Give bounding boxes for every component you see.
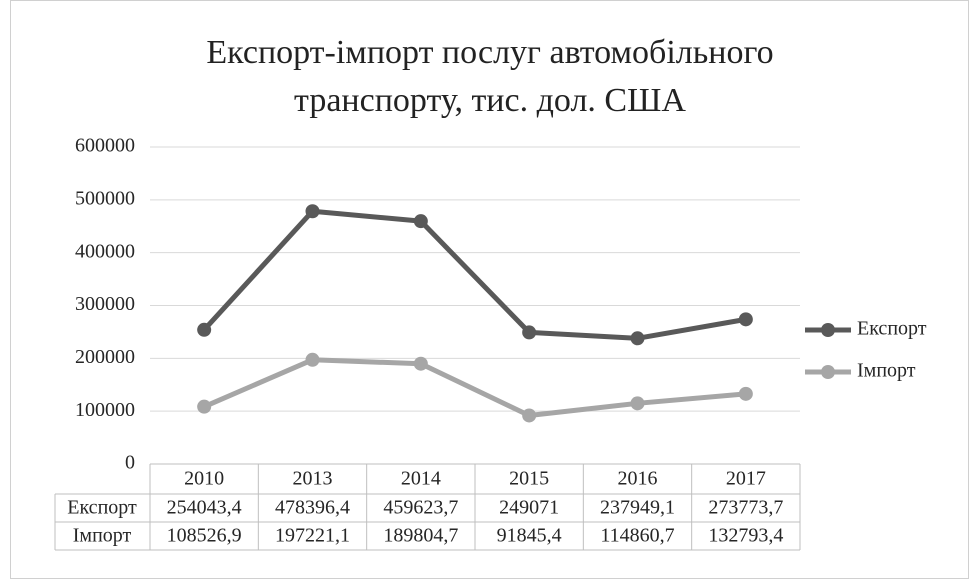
point xyxy=(630,396,645,411)
x-tick-label: 2017 xyxy=(726,468,766,490)
point xyxy=(522,325,537,340)
table-cell: 273773,7 xyxy=(708,497,783,519)
table-cell: 189804,7 xyxy=(383,525,458,547)
point xyxy=(522,408,537,423)
point xyxy=(630,331,645,346)
table-cell: 254043,4 xyxy=(167,497,242,519)
x-tick-label: 2015 xyxy=(509,468,549,490)
point xyxy=(197,322,212,337)
table-cell: 478396,4 xyxy=(275,497,350,519)
table-cell: 132793,4 xyxy=(708,525,783,547)
point xyxy=(197,399,212,414)
table-cell: 197221,1 xyxy=(275,525,350,547)
series-line xyxy=(202,208,747,341)
legend-label: Експорт xyxy=(857,318,927,340)
x-tick-label: 2016 xyxy=(618,468,658,490)
x-tick-label: 2013 xyxy=(293,468,333,490)
table-row-label: Імпорт xyxy=(73,525,132,547)
legend-marker xyxy=(821,365,835,379)
table-cell: 114860,7 xyxy=(600,525,674,547)
chart-title: Експорт-імпорт послуг автомобільного xyxy=(206,34,773,71)
y-tick-label: 0 xyxy=(125,452,135,474)
point xyxy=(305,204,320,219)
point xyxy=(305,352,320,367)
table-cell: 91845,4 xyxy=(497,525,562,547)
y-tick-label: 100000 xyxy=(75,399,135,421)
point xyxy=(413,356,428,371)
legend-marker xyxy=(821,323,835,337)
table-cell: 108526,9 xyxy=(167,525,242,547)
x-tick-label: 2010 xyxy=(184,468,224,490)
series-line xyxy=(203,357,747,418)
chart-title: транспорту, тис. дол. США xyxy=(294,82,686,119)
point xyxy=(413,214,428,229)
y-tick-label: 600000 xyxy=(75,135,135,157)
table-cell: 459623,7 xyxy=(383,497,458,519)
legend-label: Імпорт xyxy=(857,360,916,382)
point xyxy=(738,386,753,401)
point xyxy=(738,312,753,327)
table-cell: 249071 xyxy=(499,497,559,519)
x-tick-label: 2014 xyxy=(401,468,441,490)
table-cell: 237949,1 xyxy=(600,497,675,519)
y-tick-label: 500000 xyxy=(75,187,135,209)
y-tick-label: 200000 xyxy=(75,346,135,368)
table-row-label: Експорт xyxy=(67,497,137,519)
y-tick-label: 400000 xyxy=(75,240,135,262)
y-tick-label: 300000 xyxy=(75,293,135,315)
